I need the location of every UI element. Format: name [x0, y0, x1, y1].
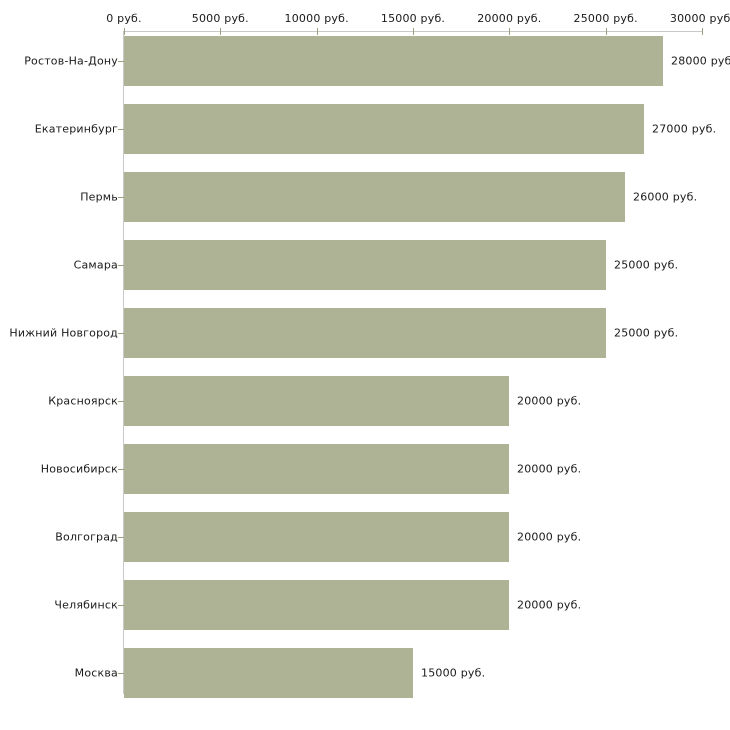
bar-value-label: 20000 руб. — [517, 530, 582, 544]
x-axis-tick — [509, 28, 511, 35]
y-axis-category-label: Новосибирск — [40, 462, 118, 476]
bar[interactable] — [124, 444, 509, 494]
x-axis-tick-label: 15000 руб. — [380, 12, 446, 25]
y-axis-tick — [118, 61, 124, 62]
y-axis-tick — [118, 605, 124, 606]
bar[interactable] — [124, 376, 509, 426]
bar-value-label: 25000 руб. — [614, 326, 679, 340]
y-axis-tick — [118, 333, 124, 334]
bar-value-label: 25000 руб. — [614, 258, 679, 272]
x-axis-tick-label: 5000 руб. — [191, 12, 249, 25]
bar-value-label: 20000 руб. — [517, 394, 582, 408]
bar[interactable] — [124, 308, 606, 358]
x-axis-tick — [124, 28, 125, 35]
x-axis-tick-label: 10000 руб. — [284, 12, 349, 25]
y-axis-category-label: Ростов-На-Дону — [24, 54, 118, 68]
y-axis-category-label: Волгоград — [55, 530, 118, 544]
y-axis-category-label: Самара — [73, 258, 118, 272]
bar[interactable] — [124, 512, 509, 562]
bar[interactable] — [124, 648, 413, 698]
y-axis-line — [123, 31, 124, 694]
y-axis-tick — [118, 401, 124, 402]
y-axis-tick — [118, 537, 124, 538]
bar-value-label: 26000 руб. — [633, 190, 698, 204]
bar-value-label: 28000 руб. — [671, 54, 730, 68]
bar-value-label: 15000 руб. — [421, 666, 486, 680]
x-axis-tick-label: 20000 руб. — [477, 12, 542, 25]
bar-value-label: 27000 руб. — [652, 122, 717, 136]
y-axis-category-label: Челябинск — [54, 598, 118, 612]
x-axis-tick-label: 0 руб. — [106, 12, 142, 25]
bar[interactable] — [124, 580, 509, 630]
y-axis-category-label: Пермь — [80, 190, 118, 204]
y-axis-tick — [118, 197, 124, 198]
x-axis-tick — [702, 28, 703, 35]
y-axis-tick — [118, 469, 124, 470]
y-axis-tick — [118, 673, 124, 674]
x-axis-tick — [413, 28, 414, 35]
bar[interactable] — [124, 172, 625, 222]
bar-value-label: 20000 руб. — [517, 462, 582, 476]
bar-value-label: 20000 руб. — [517, 598, 582, 612]
x-axis-tick — [220, 28, 222, 35]
y-axis-category-label: Красноярск — [48, 394, 118, 408]
y-axis-category-label: Нижний Новгород — [9, 326, 118, 340]
y-axis-category-label: Екатеринбург — [34, 122, 118, 136]
x-axis-tick-label: 25000 руб. — [573, 12, 638, 25]
y-axis-tick — [118, 265, 124, 266]
y-axis-tick — [118, 129, 124, 130]
y-axis-category-label: Москва — [74, 666, 118, 680]
x-axis-tick — [316, 28, 318, 35]
x-axis-tick-label: 30000 руб. — [669, 12, 730, 25]
bar[interactable] — [124, 36, 663, 86]
bar[interactable] — [124, 240, 606, 290]
bar[interactable] — [124, 104, 644, 154]
x-axis-tick — [605, 28, 607, 35]
